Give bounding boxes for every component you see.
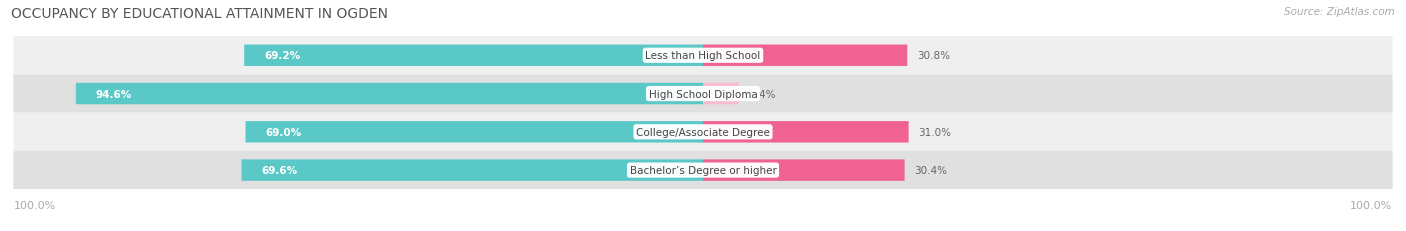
Text: High School Diploma: High School Diploma xyxy=(648,89,758,99)
FancyBboxPatch shape xyxy=(246,122,703,143)
Text: OCCUPANCY BY EDUCATIONAL ATTAINMENT IN OGDEN: OCCUPANCY BY EDUCATIONAL ATTAINMENT IN O… xyxy=(11,7,388,21)
Text: 69.0%: 69.0% xyxy=(266,127,302,137)
FancyBboxPatch shape xyxy=(703,122,908,143)
FancyBboxPatch shape xyxy=(14,151,1392,189)
Text: 30.4%: 30.4% xyxy=(914,165,948,175)
FancyBboxPatch shape xyxy=(14,75,1392,113)
Text: 100.0%: 100.0% xyxy=(14,200,56,210)
FancyBboxPatch shape xyxy=(14,113,1392,151)
Text: College/Associate Degree: College/Associate Degree xyxy=(636,127,770,137)
Text: 31.0%: 31.0% xyxy=(918,127,952,137)
FancyBboxPatch shape xyxy=(703,160,904,181)
Text: Less than High School: Less than High School xyxy=(645,51,761,61)
FancyBboxPatch shape xyxy=(703,45,907,67)
Text: Source: ZipAtlas.com: Source: ZipAtlas.com xyxy=(1284,7,1395,17)
Text: 94.6%: 94.6% xyxy=(96,89,132,99)
FancyBboxPatch shape xyxy=(703,83,740,105)
Text: 5.4%: 5.4% xyxy=(749,89,775,99)
Text: 30.8%: 30.8% xyxy=(917,51,950,61)
FancyBboxPatch shape xyxy=(245,45,703,67)
Text: Bachelor’s Degree or higher: Bachelor’s Degree or higher xyxy=(630,165,776,175)
Text: 100.0%: 100.0% xyxy=(1350,200,1392,210)
FancyBboxPatch shape xyxy=(76,83,703,105)
Text: 69.6%: 69.6% xyxy=(262,165,298,175)
FancyBboxPatch shape xyxy=(242,160,703,181)
Text: 69.2%: 69.2% xyxy=(264,51,301,61)
FancyBboxPatch shape xyxy=(14,37,1392,75)
